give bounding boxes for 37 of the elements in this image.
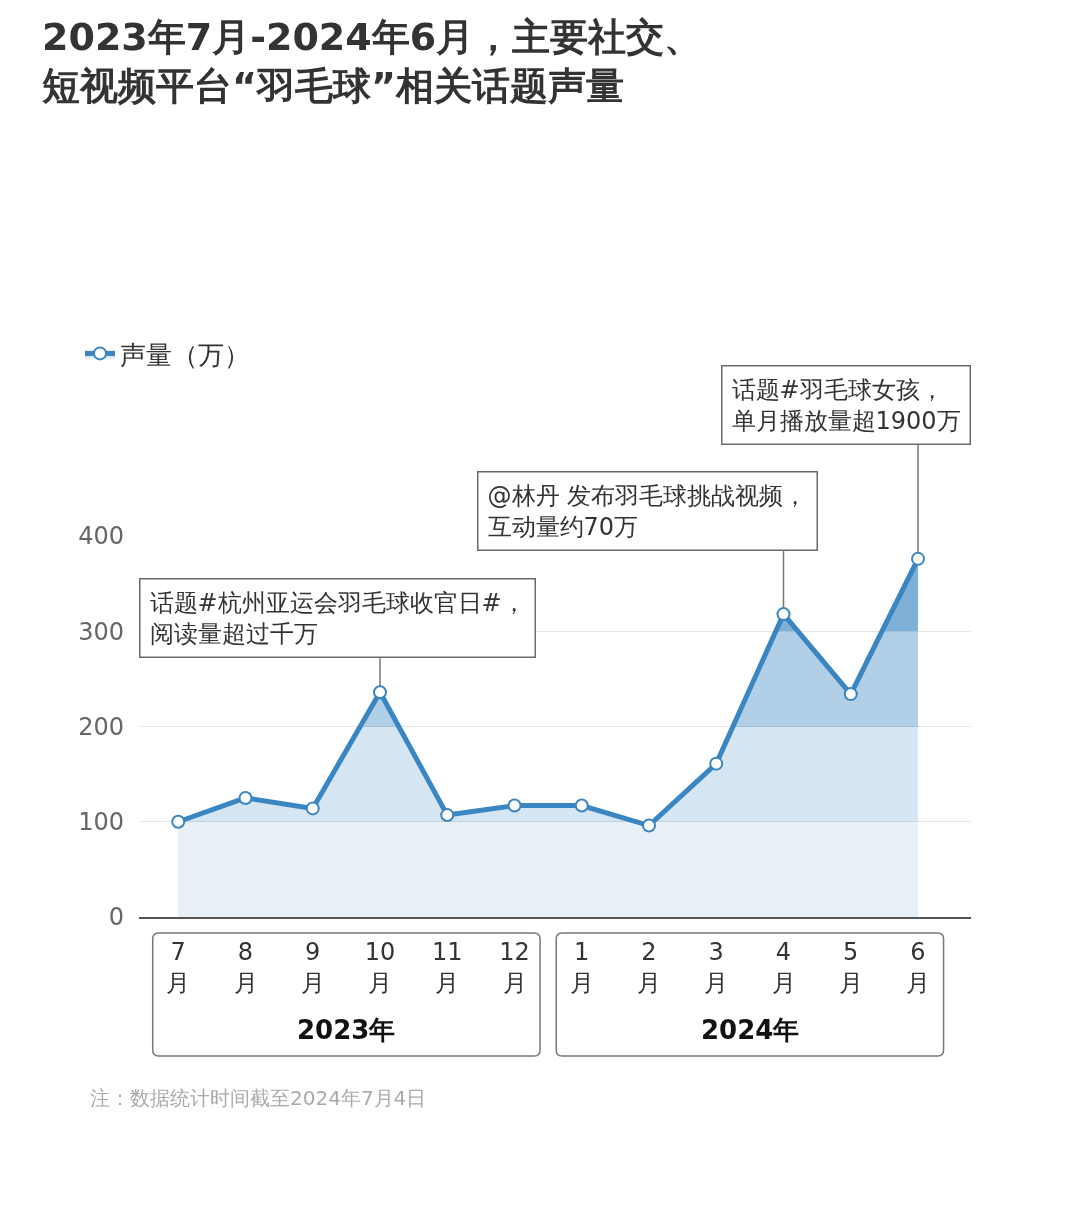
x-tick-label: 12 月: [499, 937, 530, 997]
text: 注：数据统计时间截至2024年7月4日: [90, 1086, 427, 1110]
x-tick-label: 3 月: [704, 937, 729, 997]
chart-title: 2023年7月-2024年6月，主要社交、短视频平台“羽毛球”相关话题声量: [41, 15, 703, 109]
x-tick-label: 5 月: [838, 937, 863, 997]
x-tick-label: 1 月: [569, 937, 594, 997]
x-tick-label: 9 月: [300, 937, 325, 997]
annotation: @林丹 发布羽毛球挑战视频，互动量约70万: [487, 481, 808, 541]
y-tick-label: 400: [78, 522, 124, 551]
x-tick-label: 10 月: [364, 937, 396, 997]
point: [238, 790, 253, 805]
point: [911, 551, 925, 566]
y-tick-label: 300: [78, 617, 124, 646]
point: [305, 801, 320, 816]
x-tick-label: 2 月: [637, 937, 661, 997]
point: [440, 808, 455, 823]
x-tick-label: 4 月: [771, 937, 796, 997]
text: 2023年: [297, 1015, 396, 1045]
point: [373, 685, 387, 700]
point: [843, 687, 858, 702]
x-tick-label: 6 月: [906, 937, 930, 997]
annotation: 话题#杭州亚运会羽毛球收官日#，阅读量超过千万: [149, 588, 526, 648]
text: 2024年: [701, 1015, 800, 1045]
legend-label: 声量（万）: [120, 339, 250, 370]
point: [642, 818, 656, 833]
point: [574, 798, 589, 813]
y-tick-label: 200: [78, 712, 124, 741]
y-tick-label: 100: [78, 808, 124, 837]
annotation: 话题#羽毛球女孩，单月播放量超1900万: [731, 375, 961, 435]
x-tick-label: 8 月: [233, 937, 258, 997]
x-tick-label: 7 月: [166, 937, 191, 997]
point: [171, 814, 186, 829]
point: [709, 756, 724, 771]
point: [507, 798, 522, 813]
point: [776, 607, 791, 622]
y-tick-label: 0: [108, 903, 124, 932]
x-tick-label: 11 月: [431, 937, 463, 997]
